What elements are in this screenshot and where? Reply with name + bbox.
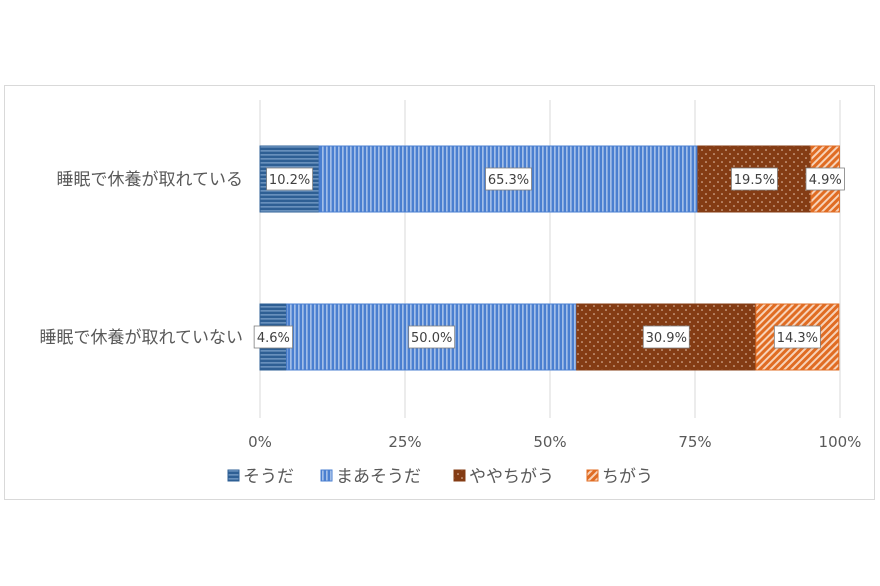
data-label: 4.6% (257, 331, 290, 346)
data-label: 30.9% (646, 331, 687, 346)
x-tick-label: 25% (388, 433, 421, 451)
legend: そうだ まあそうだ ややちがう ちがう (227, 467, 653, 487)
category-label: 睡眠で休養が取れている (57, 170, 244, 190)
data-label-box (642, 325, 690, 349)
legend-swatch (586, 469, 599, 482)
legend-label: そうだ (243, 467, 294, 487)
data-label-box (485, 167, 532, 191)
x-tick-label: 100% (819, 433, 862, 451)
data-label-box (408, 325, 456, 349)
legend-label: まあそうだ (336, 467, 421, 487)
data-label-box (731, 167, 778, 191)
x-tick-label: 75% (678, 433, 711, 451)
data-label-box (266, 167, 313, 191)
data-label: 50.0% (411, 331, 452, 346)
data-label-box (805, 167, 845, 191)
data-label: 4.9% (809, 173, 842, 188)
data-label: 10.2% (269, 173, 310, 188)
category-label: 睡眠で休養が取れていない (40, 328, 244, 348)
data-label: 14.3% (777, 331, 818, 346)
legend-label: ややちがう (469, 467, 554, 487)
data-label: 65.3% (488, 173, 529, 188)
legend-swatch (453, 469, 466, 482)
data-labels: 10.2% 65.3% 19.5% 4.9% 4.6% 50.0% 30.9% 14.3% (253, 167, 845, 349)
legend-label: ちがう (602, 467, 653, 487)
x-tick-label: 0% (248, 433, 272, 451)
legend-swatch (320, 469, 333, 482)
x-tick-label: 50% (533, 433, 566, 451)
legend-swatch (227, 469, 240, 482)
data-label: 19.5% (734, 173, 775, 188)
data-label-box (253, 325, 293, 349)
data-label-box (773, 325, 821, 349)
